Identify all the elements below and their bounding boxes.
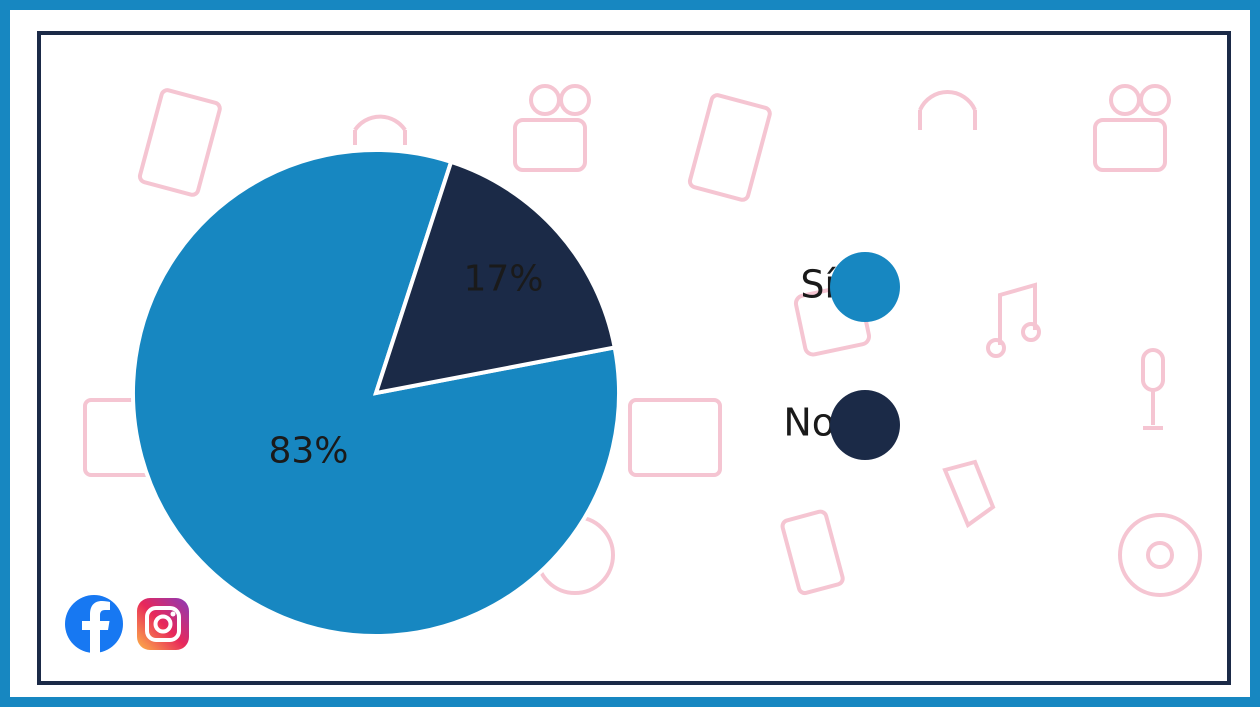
inner-frame (37, 31, 1231, 685)
slice-label: 17% (464, 259, 544, 300)
legend-label: No (783, 401, 835, 445)
facebook-icon[interactable] (65, 595, 123, 654)
slice-label: 83% (268, 431, 348, 472)
pie-slice (373, 159, 618, 396)
legend-swatch (830, 390, 900, 460)
legend-swatch (830, 252, 900, 322)
instagram-icon[interactable] (137, 598, 189, 650)
